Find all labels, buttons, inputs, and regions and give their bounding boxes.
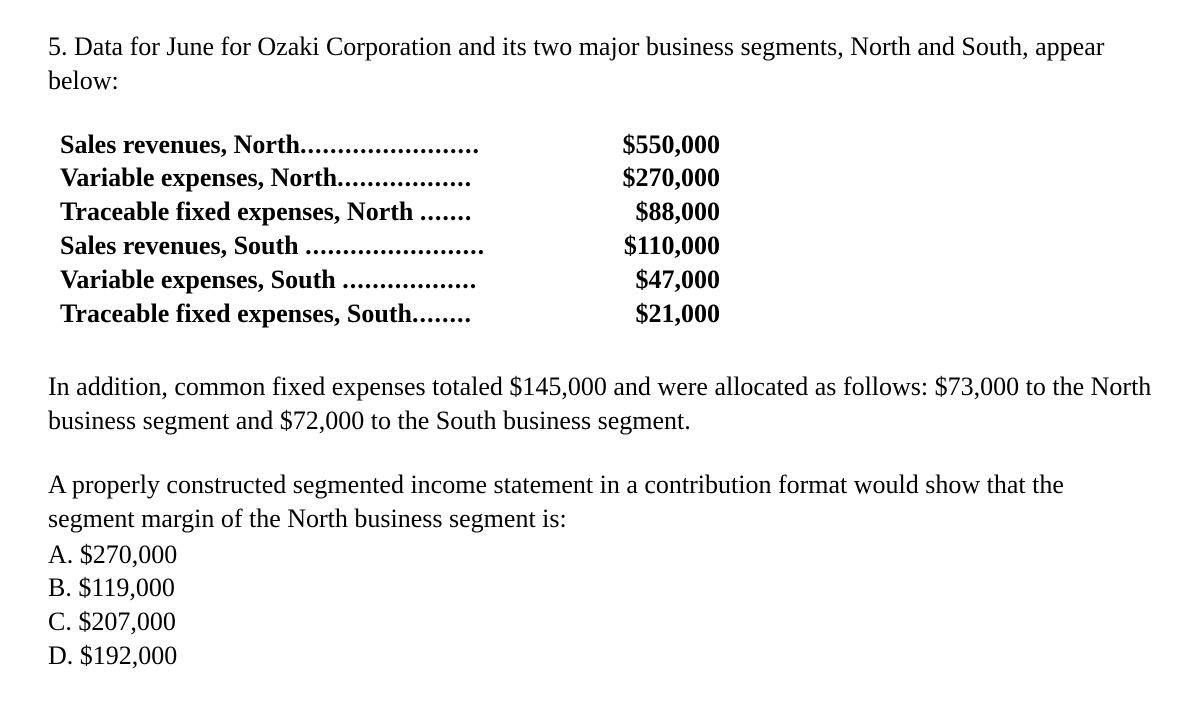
option-b: B. $119,000 [48,571,1152,605]
row-label: Variable expenses, North [60,163,337,192]
row-label-cell: Sales revenues, South ..................… [60,229,570,263]
table-row: Sales revenues, North...................… [60,128,720,162]
row-value: $88,000 [570,195,720,229]
page-container: 5. Data for June for Ozaki Corporation a… [0,0,1200,713]
table-row: Sales revenues, South ..................… [60,229,720,263]
table-row: Variable expenses, North................… [60,161,720,195]
answer-options: A. $270,000 B. $119,000 C. $207,000 D. $… [48,538,1152,673]
row-label: Traceable fixed expenses, North [60,197,413,226]
row-label: Traceable fixed expenses, South [60,299,412,328]
leader-dots: ........................ [305,231,485,260]
table-row: Traceable fixed expenses, North ....... … [60,195,720,229]
leader-dots: ....... [420,197,473,226]
leader-dots: ........ [412,299,472,328]
row-label-cell: Sales revenues, North...................… [60,128,570,162]
leader-dots: .................. [337,163,472,192]
option-d: D. $192,000 [48,639,1152,673]
row-value: $110,000 [570,229,720,263]
financial-data-table: Sales revenues, North...................… [60,128,720,331]
option-a: A. $270,000 [48,538,1152,572]
row-label-cell: Variable expenses, South ...............… [60,263,570,297]
question-intro: 5. Data for June for Ozaki Corporation a… [48,30,1152,98]
question-text: A properly constructed segmented income … [48,468,1152,536]
leader-dots: .................. [342,265,477,294]
leader-dots: ........................ [300,130,480,159]
row-label: Sales revenues, South [60,231,299,260]
row-value: $21,000 [570,297,720,331]
row-label: Variable expenses, South [60,265,336,294]
row-label-cell: Variable expenses, North................… [60,161,570,195]
row-value: $47,000 [570,263,720,297]
row-label-cell: Traceable fixed expenses, North ....... [60,195,570,229]
additional-info: In addition, common fixed expenses total… [48,370,1152,438]
row-label: Sales revenues, North [60,130,300,159]
table-row: Variable expenses, South ...............… [60,263,720,297]
option-c: C. $207,000 [48,605,1152,639]
row-value: $270,000 [570,161,720,195]
table-row: Traceable fixed expenses, South........ … [60,297,720,331]
row-value: $550,000 [570,128,720,162]
row-label-cell: Traceable fixed expenses, South........ [60,297,570,331]
